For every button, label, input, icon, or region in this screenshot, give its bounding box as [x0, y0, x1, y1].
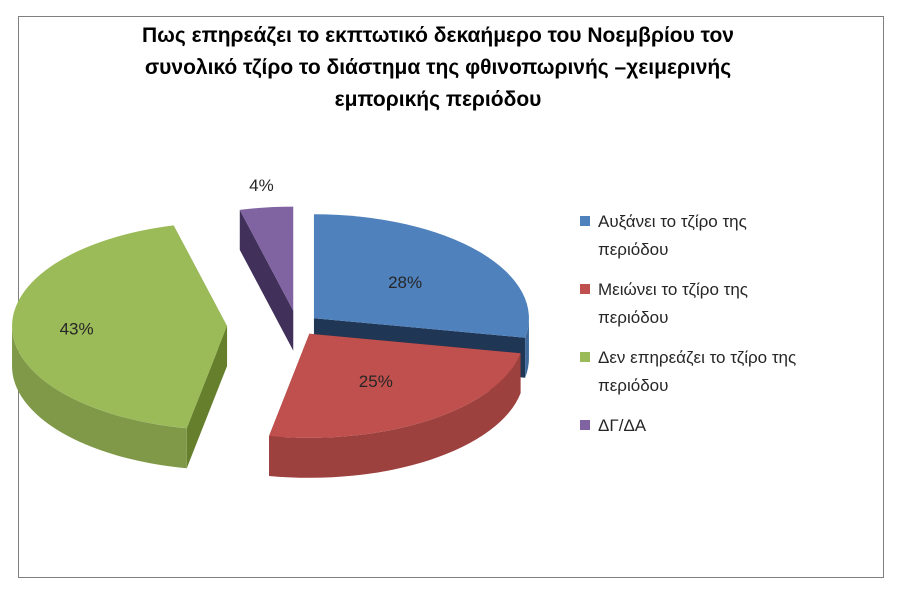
slice-no-effect-rim-shade-0	[12, 326, 187, 469]
slice-dk-na	[239, 206, 294, 311]
chart-title-line-1: Πως επηρεάζει το εκπτωτικό δεκαήμερο του…	[142, 24, 734, 47]
slice-no-effect	[12, 225, 228, 429]
legend-swatch-no-effect	[580, 352, 590, 362]
data-label-no-effect: 43%	[60, 319, 94, 338]
legend-label-increases-line-2: περιόδου	[598, 240, 669, 259]
legend-label-dk-na-line-1: ΔΓ/ΔΑ	[598, 416, 647, 435]
legend-label-decreases-line-2: περιόδου	[598, 308, 669, 327]
legend: Αυξάνει το τζίρο της περιόδου Μειώνει το…	[580, 208, 860, 452]
legend-item-decreases: Μειώνει το τζίρο της περιόδου	[580, 276, 860, 332]
legend-label-dk-na: ΔΓ/ΔΑ	[598, 412, 860, 440]
legend-swatch-increases	[580, 216, 590, 226]
legend-item-increases: Αυξάνει το τζίρο της περιόδου	[580, 208, 860, 264]
legend-label-no-effect: Δεν επηρεάζει το τζίρο της περιόδου	[598, 344, 860, 400]
legend-item-no-effect: Δεν επηρεάζει το τζίρο της περιόδου	[580, 344, 860, 400]
slice-no-effect-rim-0	[12, 326, 187, 469]
slice-increases-rim-0	[525, 318, 529, 378]
slice-increases	[313, 214, 529, 338]
legend-swatch-decreases	[580, 284, 590, 294]
slice-decreases-rim-shade-0	[269, 353, 521, 478]
chart-title-line-3: εμπορικής περιόδου	[334, 88, 542, 111]
legend-label-no-effect-line-2: περιόδου	[598, 376, 669, 395]
chart-title: Πως επηρεάζει το εκπτωτικό δεκαήμερο του…	[60, 20, 816, 116]
legend-swatch-dk-na	[580, 420, 590, 430]
legend-label-increases: Αυξάνει το τζίρο της περιόδου	[598, 208, 860, 264]
legend-item-dk-na: ΔΓ/ΔΑ	[580, 412, 860, 440]
slice-no-effect-wall-0	[186, 326, 228, 469]
slice-decreases-rim-0	[269, 353, 521, 478]
data-label-dk-na: 4%	[249, 176, 274, 195]
legend-label-no-effect-line-1: Δεν επηρεάζει το τζίρο της	[598, 348, 797, 367]
legend-label-decreases: Μειώνει το τζίρο της περιόδου	[598, 276, 860, 332]
chart-title-line-2: συνολικό τζίρο το διάστημα της φθινοπωρι…	[144, 56, 732, 79]
data-label-decreases: 25%	[359, 372, 393, 391]
legend-label-increases-line-1: Αυξάνει το τζίρο της	[598, 212, 747, 231]
data-labels: 28% 25% 43% 4%	[60, 176, 423, 391]
legend-label-decreases-line-1: Μειώνει το τζίρο της	[598, 280, 748, 299]
slice-dk-na-wall-0	[239, 209, 294, 351]
data-label-increases: 28%	[388, 273, 422, 292]
slice-increases-rim-shade-0	[525, 318, 529, 378]
pie-slices	[12, 206, 529, 478]
slice-decreases	[269, 333, 521, 438]
